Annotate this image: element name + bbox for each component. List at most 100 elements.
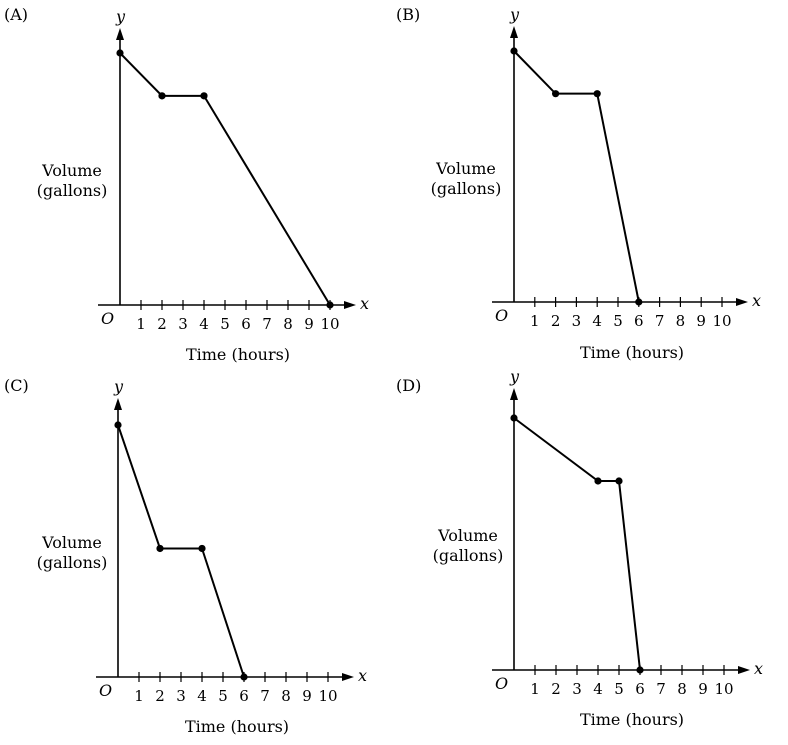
y-axis-label: Volume bbox=[435, 159, 496, 178]
origin-label: O bbox=[495, 306, 508, 325]
x-tick-label: 6 bbox=[635, 680, 645, 698]
volume-line bbox=[117, 424, 245, 678]
x-tick-label: 3 bbox=[176, 687, 186, 705]
x-tick-label: 10 bbox=[320, 315, 339, 333]
x-tick-label: 8 bbox=[676, 312, 686, 330]
x-tick-label: 7 bbox=[656, 680, 666, 698]
data-point bbox=[615, 477, 623, 485]
x-tick-label: 8 bbox=[677, 680, 687, 698]
origin-label: O bbox=[495, 674, 508, 693]
panel-label: (A) bbox=[4, 5, 28, 24]
origin-label: O bbox=[99, 681, 112, 700]
x-tick-label: 6 bbox=[634, 312, 644, 330]
panel-label: (C) bbox=[4, 376, 29, 395]
x-axis-label: Time (hours) bbox=[185, 717, 289, 736]
y-axis-arrow bbox=[114, 398, 122, 410]
x-tick-label: 9 bbox=[696, 312, 706, 330]
data-point bbox=[594, 477, 602, 485]
y-axis-label: Volume bbox=[41, 161, 102, 180]
x-axis-arrow bbox=[342, 673, 354, 681]
x-tick-label: 10 bbox=[714, 680, 733, 698]
x-tick-label: 3 bbox=[572, 680, 582, 698]
graph-panel: (A) y x O 1 2 3 4 5 6 7 8 9 10 Volume(gallons) Time (ho… bbox=[4, 5, 369, 364]
data-point bbox=[326, 301, 334, 309]
graph-panel: (D) y x O 1 2 3 4 5 6 7 8 9 10 Volume(gallons) Time (ho… bbox=[396, 367, 763, 729]
x-tick-label: 3 bbox=[572, 312, 582, 330]
data-point bbox=[198, 544, 206, 553]
x-axis-label: Time (hours) bbox=[580, 343, 684, 362]
y-axis-letter: y bbox=[113, 377, 124, 396]
x-tick-label: 1 bbox=[136, 315, 146, 333]
x-tick-label: 4 bbox=[592, 312, 602, 330]
x-tick-label: 8 bbox=[283, 315, 293, 333]
x-tick-label: 9 bbox=[302, 687, 312, 705]
x-tick-label: 1 bbox=[530, 680, 540, 698]
y-axis-label: Volume bbox=[41, 533, 102, 552]
x-tick-label: 5 bbox=[613, 312, 623, 330]
x-axis-arrow bbox=[736, 298, 748, 306]
volume-line bbox=[513, 417, 641, 671]
x-axis-letter: x bbox=[360, 294, 369, 313]
x-tick-label: 7 bbox=[260, 687, 270, 705]
x-tick-label: 5 bbox=[220, 315, 230, 333]
data-point bbox=[156, 544, 164, 553]
x-tick-label: 4 bbox=[197, 687, 207, 705]
origin-label: O bbox=[101, 309, 114, 328]
y-axis-label: (gallons) bbox=[37, 181, 108, 200]
x-tick-label: 3 bbox=[178, 315, 188, 333]
data-point bbox=[552, 90, 560, 98]
x-tick-label: 4 bbox=[199, 315, 209, 333]
y-axis-letter: y bbox=[509, 5, 520, 24]
x-tick-label: 10 bbox=[712, 312, 731, 330]
y-axis-letter: y bbox=[115, 7, 126, 26]
x-tick-label: 5 bbox=[614, 680, 624, 698]
x-axis-label: Time (hours) bbox=[186, 345, 290, 364]
x-axis-letter: x bbox=[754, 659, 763, 678]
y-axis-label: Volume bbox=[437, 526, 498, 545]
y-axis-arrow bbox=[510, 26, 518, 38]
x-tick-label: 5 bbox=[218, 687, 228, 705]
x-tick-label: 7 bbox=[655, 312, 665, 330]
x-axis-letter: x bbox=[358, 666, 367, 685]
x-tick-label: 1 bbox=[530, 312, 540, 330]
x-axis-arrow bbox=[738, 666, 750, 674]
x-axis-arrow bbox=[344, 301, 356, 309]
data-point bbox=[510, 414, 518, 422]
data-point bbox=[116, 49, 124, 57]
x-tick-label: 2 bbox=[157, 315, 167, 333]
volume-line bbox=[119, 52, 331, 306]
y-axis-arrow bbox=[116, 28, 124, 40]
data-point bbox=[158, 92, 166, 100]
data-point bbox=[635, 298, 643, 306]
x-tick-label: 6 bbox=[239, 687, 249, 705]
y-axis-letter: y bbox=[509, 367, 520, 386]
x-tick-label: 2 bbox=[551, 312, 561, 330]
data-point bbox=[200, 92, 208, 100]
x-axis-letter: x bbox=[752, 291, 761, 310]
x-tick-label: 6 bbox=[241, 315, 251, 333]
panel-label: (D) bbox=[396, 376, 421, 395]
data-point bbox=[240, 673, 248, 681]
graph-panel: (B) y x O 1 2 3 4 5 6 7 8 9 10 Volume(gallons) Time (ho… bbox=[396, 5, 761, 362]
volume-line bbox=[513, 50, 640, 303]
x-tick-label: 10 bbox=[318, 687, 337, 705]
x-tick-label: 9 bbox=[698, 680, 708, 698]
data-point bbox=[593, 90, 601, 98]
data-point bbox=[114, 421, 122, 429]
x-tick-label: 1 bbox=[134, 687, 144, 705]
x-tick-label: 9 bbox=[304, 315, 314, 333]
x-tick-label: 4 bbox=[593, 680, 603, 698]
x-axis-label: Time (hours) bbox=[580, 710, 684, 729]
graph-panel: (C) y x O 1 2 3 4 5 6 7 8 9 10 Volume(gallons) Time (ho… bbox=[4, 376, 367, 736]
y-axis-label: (gallons) bbox=[431, 179, 502, 198]
data-point bbox=[510, 47, 518, 55]
x-tick-label: 8 bbox=[281, 687, 291, 705]
data-point bbox=[636, 666, 644, 674]
y-axis-label: (gallons) bbox=[433, 546, 504, 565]
panel-label: (B) bbox=[396, 5, 420, 24]
x-tick-label: 7 bbox=[262, 315, 272, 333]
x-tick-label: 2 bbox=[155, 687, 165, 705]
x-tick-label: 2 bbox=[551, 680, 561, 698]
